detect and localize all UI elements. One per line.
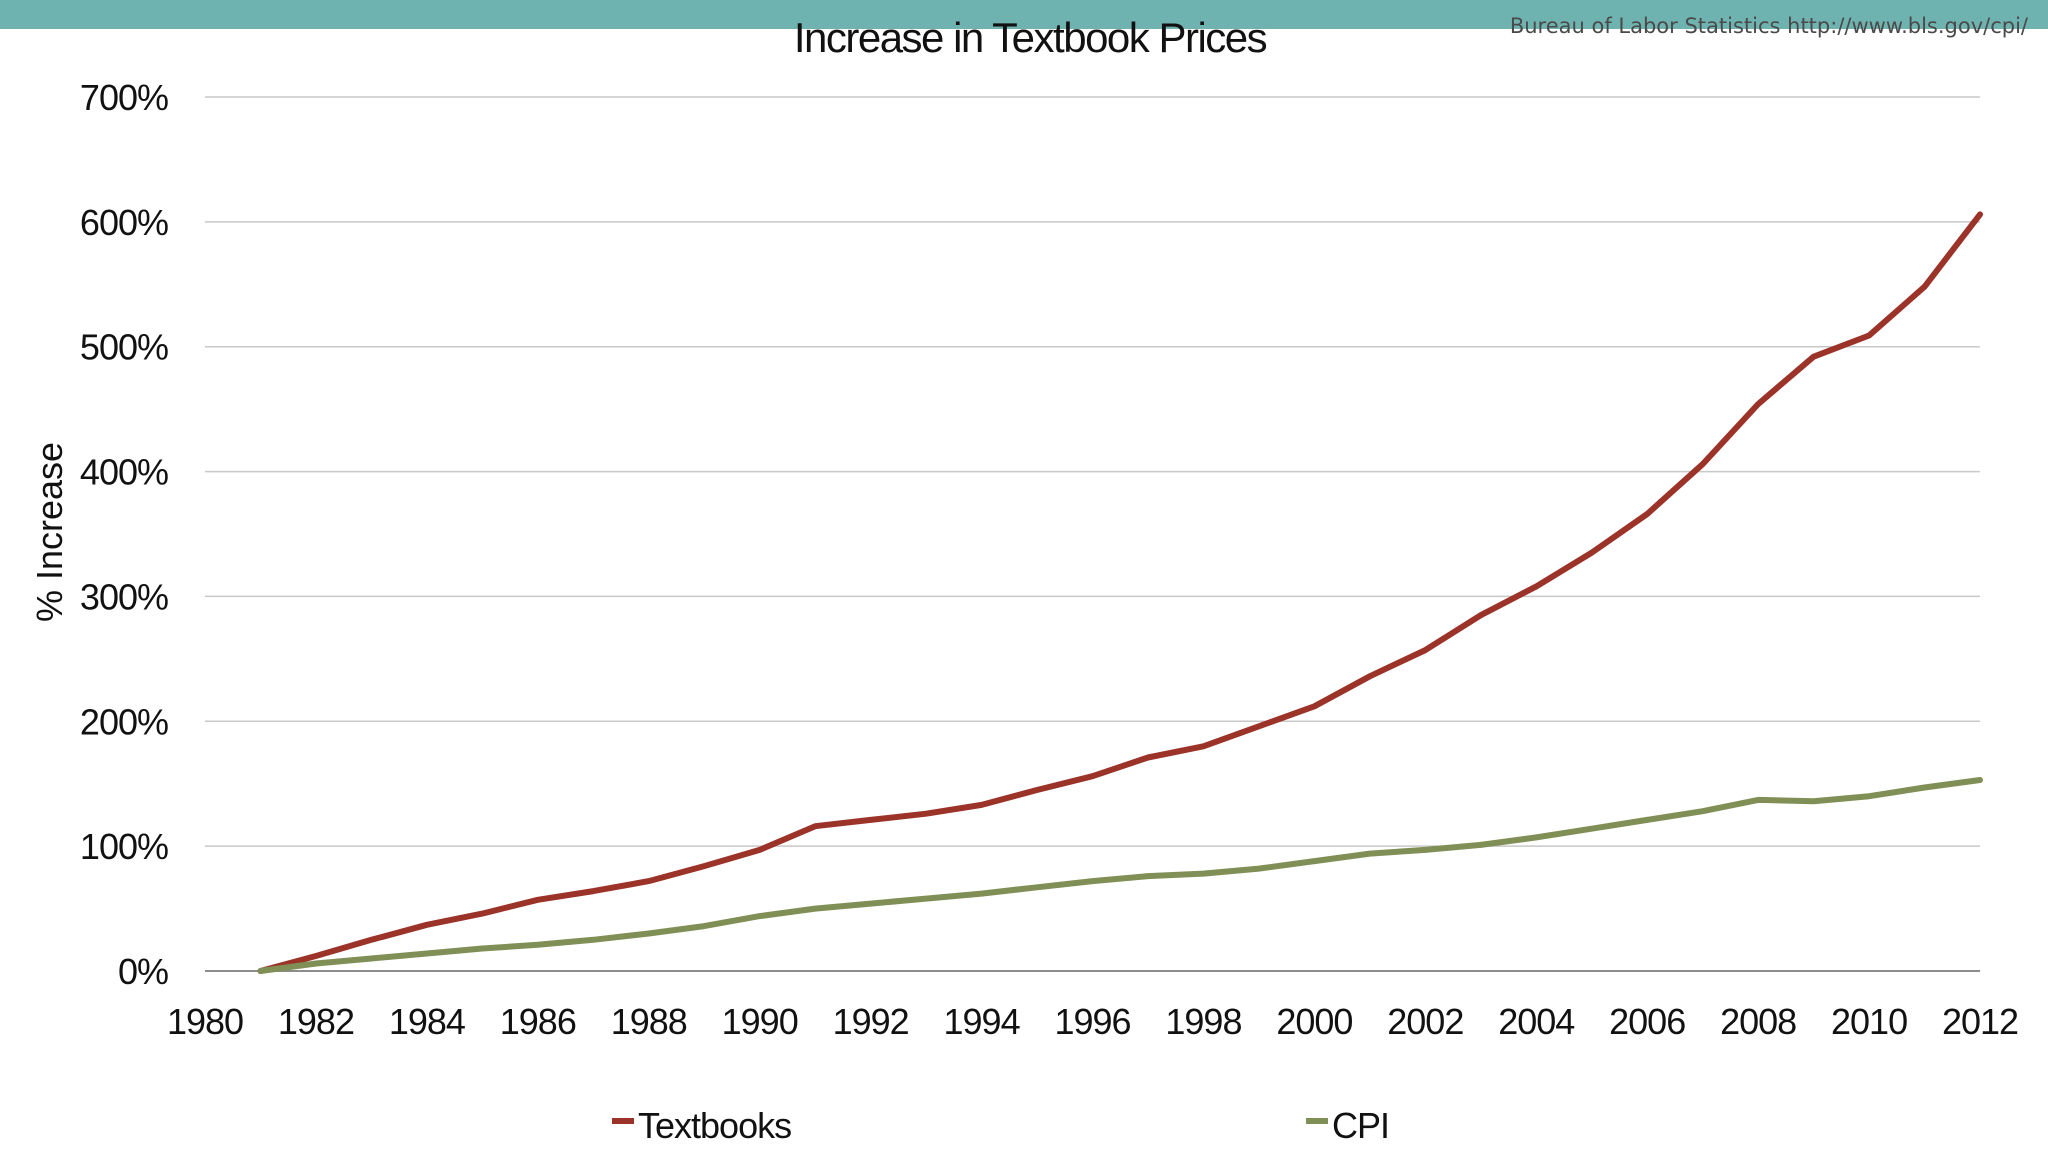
series-line-cpi <box>257 777 1983 974</box>
series-lines <box>257 211 1983 974</box>
y-tick-label: 0% <box>118 951 168 992</box>
gridlines <box>205 96 1980 972</box>
x-tick-label: 1994 <box>944 1001 1020 1042</box>
y-tick-label: 200% <box>80 701 168 742</box>
x-tick-label: 2004 <box>1498 1001 1574 1042</box>
legend-label: CPI <box>1332 1105 1389 1146</box>
y-tick-label: 300% <box>80 576 168 617</box>
legend-label: Textbooks <box>638 1105 791 1146</box>
x-tick-label: 2000 <box>1276 1001 1352 1042</box>
x-tick-label: 1980 <box>167 1001 243 1042</box>
x-tick-label: 1990 <box>722 1001 798 1042</box>
x-tick-label: 2006 <box>1609 1001 1685 1042</box>
chart-title: Increase in Textbook Prices <box>794 14 1267 61</box>
y-tick-label: 700% <box>80 77 168 118</box>
legend: Textbooks CPI <box>612 1105 1390 1146</box>
y-axis-ticks: 0% 100% 200% 300% 400% 500% 600% 700% <box>80 77 169 992</box>
y-tick-label: 500% <box>80 327 168 368</box>
header-band <box>0 0 2048 29</box>
x-tick-label: 2008 <box>1720 1001 1796 1042</box>
source-citation: Bureau of Labor Statistics http://www.bl… <box>1509 14 2028 38</box>
y-tick-label: 400% <box>80 452 168 493</box>
x-tick-label: 1992 <box>833 1001 909 1042</box>
x-tick-label: 2010 <box>1831 1001 1907 1042</box>
x-tick-label: 1982 <box>278 1001 354 1042</box>
x-axis-ticks: 1980 1982 1984 1986 1988 1990 1992 1994 1996 1998… <box>167 1001 2019 1042</box>
series-line-textbooks <box>257 211 1983 974</box>
x-tick-label: 2002 <box>1387 1001 1463 1042</box>
x-tick-label: 2012 <box>1942 1001 2018 1042</box>
x-tick-label: 1988 <box>611 1001 687 1042</box>
x-tick-label: 1984 <box>389 1001 465 1042</box>
y-axis-label: % Increase <box>29 442 70 622</box>
y-tick-label: 600% <box>80 202 168 243</box>
y-tick-label: 100% <box>80 826 168 867</box>
x-tick-label: 1998 <box>1165 1001 1241 1042</box>
x-tick-label: 1986 <box>500 1001 576 1042</box>
x-tick-label: 1996 <box>1054 1001 1130 1042</box>
